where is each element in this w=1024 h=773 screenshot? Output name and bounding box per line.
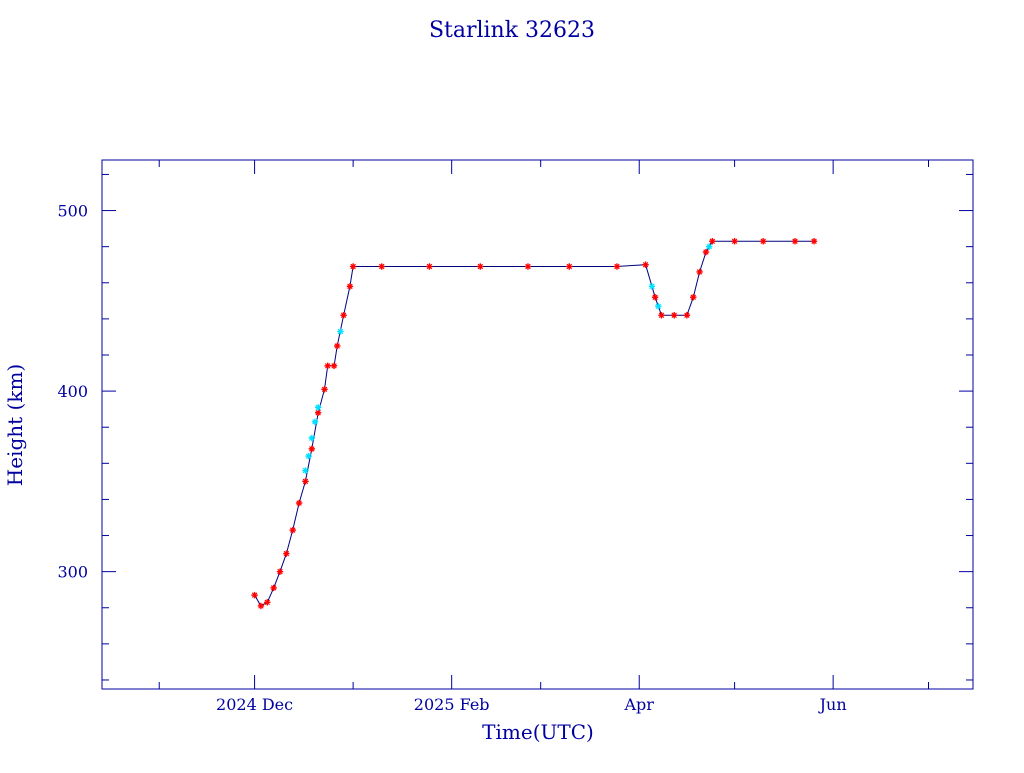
trajectory-line: [254, 240, 815, 607]
data-point: [709, 238, 716, 245]
data-point: [251, 591, 258, 599]
data-point: [378, 263, 385, 270]
data-point: [683, 312, 691, 319]
data-point: [264, 599, 271, 606]
x-tick-label: Jun: [818, 695, 847, 714]
data-point: [283, 550, 290, 557]
series-line: [254, 240, 815, 607]
data-point: [346, 283, 354, 290]
data-point: [314, 409, 322, 416]
y-tick-label: 500: [57, 202, 88, 221]
data-point: [257, 602, 265, 610]
axis-ticks: [102, 160, 973, 689]
data-point: [426, 263, 433, 270]
chart-title: Starlink 32623: [429, 18, 595, 43]
data-point: [305, 452, 312, 460]
data-point: [613, 263, 621, 270]
data-point: [731, 238, 738, 245]
data-point: [648, 283, 656, 290]
y-tick-label: 400: [57, 382, 88, 401]
data-points: [251, 238, 818, 610]
data-point: [791, 238, 799, 245]
data-point: [670, 312, 678, 319]
data-point: [759, 238, 767, 245]
data-point: [810, 238, 818, 245]
data-point: [302, 478, 309, 485]
x-axis-label: Time(UTC): [482, 720, 594, 744]
data-point: [289, 526, 296, 534]
data-point: [270, 584, 277, 592]
data-point: [308, 445, 316, 453]
plot-frame: [101, 159, 974, 690]
data-point: [524, 263, 532, 270]
data-point: [321, 386, 328, 393]
y-tick-label: 300: [57, 563, 88, 582]
data-point: [651, 294, 659, 301]
y-axis-label: Height (km): [3, 364, 27, 486]
data-point: [349, 263, 357, 270]
data-point: [340, 312, 347, 319]
data-point: [566, 263, 573, 270]
data-point: [334, 342, 341, 350]
data-point: [276, 568, 284, 575]
data-point: [705, 243, 713, 250]
data-point: [302, 467, 309, 474]
data-point: [655, 303, 662, 310]
data-point: [337, 328, 344, 335]
data-point: [702, 248, 710, 256]
data-point: [696, 268, 703, 276]
data-point: [330, 362, 338, 370]
x-tick-label: Apr: [623, 695, 654, 714]
x-tick-label: 2024 Dec: [216, 695, 293, 714]
data-point: [324, 362, 331, 370]
data-point: [642, 261, 649, 268]
data-point: [295, 499, 303, 507]
data-point: [477, 263, 484, 270]
data-point: [311, 418, 319, 425]
x-tick-label: 2025 Feb: [414, 695, 490, 714]
data-point: [690, 294, 697, 301]
data-point: [314, 404, 322, 411]
data-point: [658, 312, 665, 319]
data-point: [308, 434, 316, 442]
tick-labels: 300 400 500 2024 Dec 2025 Feb Apr Jun: [57, 202, 846, 714]
